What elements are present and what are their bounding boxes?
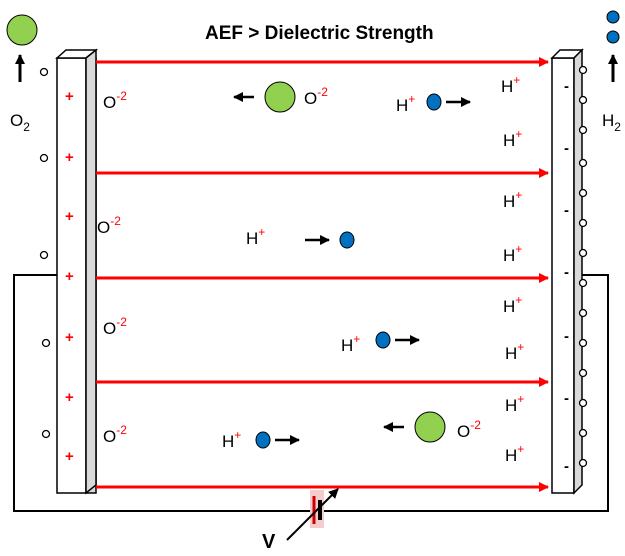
cathode-small-bubble bbox=[578, 308, 588, 318]
cathode-charge-minus: - bbox=[564, 390, 569, 407]
cathode-small-bubble bbox=[578, 65, 588, 75]
anode-charge-plus: + bbox=[65, 448, 74, 465]
proton-ion-label: H+ bbox=[396, 92, 415, 115]
oxide-ion-label: O-2 bbox=[103, 315, 127, 338]
proton-ion-label: H+ bbox=[503, 127, 522, 150]
anode-charge-plus: + bbox=[65, 149, 74, 166]
cathode-charges: - - - - - - - bbox=[564, 78, 569, 475]
hydrogen-ion-icon bbox=[426, 93, 442, 111]
oxygen-bubble-icon bbox=[264, 81, 296, 113]
cathode-charge-minus: - bbox=[564, 78, 569, 95]
cathode-small-bubble bbox=[578, 458, 588, 468]
ion-particles bbox=[233, 81, 471, 449]
ion-labels: O-2 O-2 O-2 O-2 O-2 O-2 H+ H+ H+ H+ H+ H+ H+ H+ H+ H+ H+… bbox=[97, 73, 524, 465]
cathode-charge-minus: - bbox=[564, 328, 569, 345]
anode-charge-plus: + bbox=[65, 329, 74, 346]
anode-charges: + + + + + + + bbox=[65, 88, 74, 465]
proton-ion-label: H+ bbox=[503, 242, 522, 265]
hydrogen-product-label: H2 bbox=[602, 111, 621, 134]
hydrogen-ion-icon bbox=[375, 331, 391, 349]
anode-charge-plus: + bbox=[65, 208, 74, 225]
cathode-small-bubble bbox=[578, 95, 588, 105]
cathode-small-bubble bbox=[578, 125, 588, 135]
oxygen-product-icon bbox=[6, 14, 38, 46]
cathode-small-bubble bbox=[578, 428, 588, 438]
hydrogen-ion-icon bbox=[255, 431, 271, 449]
anode-bubbles bbox=[39, 67, 51, 439]
hydrogen-product-icon-2 bbox=[606, 30, 620, 44]
oxide-ion-label: O-2 bbox=[97, 214, 121, 237]
proton-ion-label: H+ bbox=[505, 392, 524, 415]
cathode-small-bubble bbox=[578, 218, 588, 228]
anode-small-bubble bbox=[39, 153, 49, 163]
oxide-ion-label: O-2 bbox=[103, 89, 127, 112]
proton-ion-label: H+ bbox=[222, 428, 241, 451]
cathode-small-bubble bbox=[578, 338, 588, 348]
proton-ion-label: H+ bbox=[505, 442, 524, 465]
anode-small-bubble bbox=[39, 250, 49, 260]
cathode-charge-minus: - bbox=[564, 140, 569, 157]
field-lines bbox=[96, 57, 549, 492]
oxygen-product-label: O2 bbox=[10, 111, 30, 134]
cathode-charge-minus: - bbox=[564, 202, 569, 219]
proton-ion-label: H+ bbox=[503, 293, 522, 316]
anode-charge-plus: + bbox=[65, 389, 74, 406]
proton-ion-label: H+ bbox=[341, 332, 360, 355]
anode-small-bubble bbox=[41, 429, 51, 439]
battery-icon bbox=[286, 488, 339, 541]
cathode-charge-minus: - bbox=[564, 458, 569, 475]
hydrogen-ion-icon bbox=[339, 231, 355, 249]
anode-electrode bbox=[55, 48, 99, 495]
diagram-title: AEF > Dielectric Strength bbox=[205, 23, 434, 44]
proton-ion-label: H+ bbox=[503, 188, 522, 211]
oxide-ion-label: O-2 bbox=[103, 423, 127, 446]
cathode-small-bubble bbox=[578, 158, 588, 168]
hydrogen-product-icon-1 bbox=[606, 10, 620, 24]
proton-ion-label: H+ bbox=[505, 340, 524, 363]
anode-charge-plus: + bbox=[65, 268, 74, 285]
cathode-small-bubble bbox=[578, 188, 588, 198]
oxide-ion-label: O-2 bbox=[457, 418, 481, 441]
cathode-charge-minus: - bbox=[564, 264, 569, 281]
cathode-small-bubble bbox=[578, 368, 588, 378]
anode-charge-plus: + bbox=[65, 88, 74, 105]
anode-small-bubble bbox=[41, 338, 51, 348]
cathode-small-bubble bbox=[578, 278, 588, 288]
oxide-ion-label: O-2 bbox=[304, 85, 328, 108]
oxygen-bubble-icon bbox=[414, 411, 446, 443]
voltage-label: V bbox=[262, 531, 276, 551]
cathode-small-bubble bbox=[578, 398, 588, 408]
proton-ion-label: H+ bbox=[501, 73, 520, 96]
cathode-small-bubble bbox=[578, 248, 588, 258]
cathode-bubbles bbox=[578, 65, 588, 468]
anode-small-bubble bbox=[39, 67, 49, 77]
proton-ion-label: H+ bbox=[246, 225, 265, 248]
